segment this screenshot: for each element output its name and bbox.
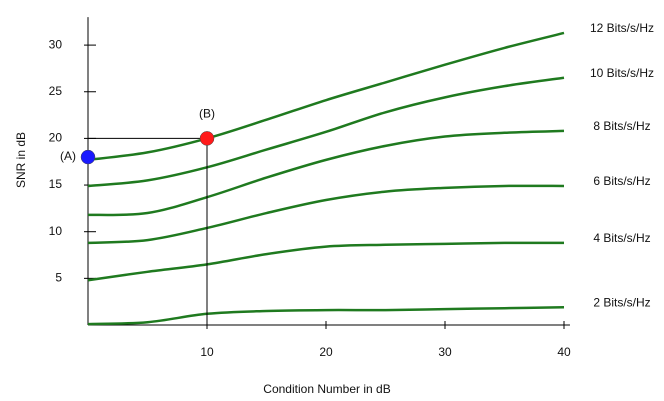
series-line: [87, 306, 565, 326]
x-tick-label: 30: [438, 345, 452, 359]
x-tick-label: 10: [200, 345, 214, 359]
series-label: 12 Bits/s/Hz: [590, 21, 654, 35]
series-line: [87, 129, 565, 217]
x-tick-label: 40: [557, 345, 571, 359]
point-label: (B): [199, 107, 215, 121]
series-label: 2 Bits/s/Hz: [593, 295, 650, 309]
series-label: 8 Bits/s/Hz: [593, 119, 650, 133]
point-label: (A): [60, 149, 76, 163]
y-tick-label: 25: [49, 84, 63, 98]
y-tick-label: 5: [55, 271, 62, 285]
series-label: 6 Bits/s/Hz: [593, 174, 650, 188]
x-axis-label: Condition Number in dB: [263, 382, 390, 396]
series-label: 4 Bits/s/Hz: [593, 231, 650, 245]
series-label: 10 Bits/s/Hz: [590, 66, 654, 80]
series-line: [87, 31, 565, 162]
y-axis-label: SNR in dB: [14, 132, 28, 188]
y-tick-label: 15: [49, 177, 63, 191]
series-line: [87, 184, 565, 245]
marker-point: [199, 131, 215, 146]
y-tick-label: 20: [49, 131, 63, 145]
y-tick-label: 30: [49, 37, 63, 51]
y-tick-label: 10: [49, 224, 63, 238]
series-line: [87, 76, 565, 188]
series-line: [87, 241, 565, 282]
x-tick-label: 20: [319, 345, 333, 359]
marker-point: [80, 149, 96, 165]
